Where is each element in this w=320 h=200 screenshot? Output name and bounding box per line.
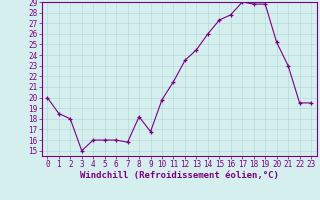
X-axis label: Windchill (Refroidissement éolien,°C): Windchill (Refroidissement éolien,°C) xyxy=(80,171,279,180)
